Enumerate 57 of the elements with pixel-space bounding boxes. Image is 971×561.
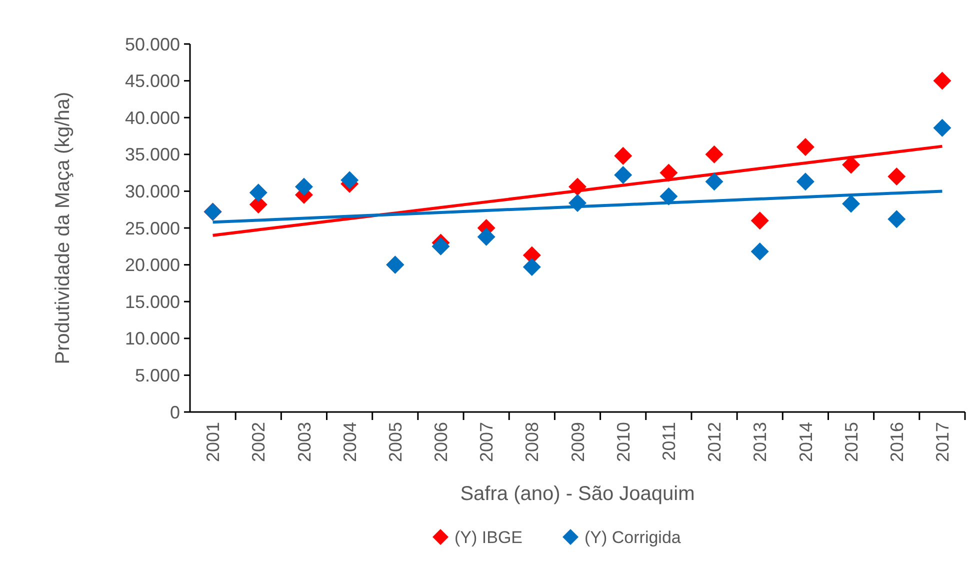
x-tick-label: 2007 [476, 422, 497, 462]
legend-label: (Y) Corrigida [584, 528, 682, 547]
point [705, 172, 724, 191]
point [614, 146, 632, 165]
point [796, 138, 814, 156]
x-tick-label: 2014 [796, 422, 816, 462]
point [477, 228, 496, 246]
x-tick-label: 2013 [750, 422, 770, 462]
x-tick-label: 2016 [886, 422, 907, 462]
y-tick-label: 10.000 [124, 328, 180, 349]
legend-label: (Y) IBGE [454, 528, 523, 547]
point [842, 156, 860, 174]
point [660, 164, 678, 182]
x-axis-title: Safra (ano) - São Joaquim [460, 483, 695, 505]
y-tick-label: 45.000 [124, 71, 180, 92]
x-tick-label: 2001 [203, 422, 224, 462]
point [888, 210, 906, 228]
point [568, 194, 586, 212]
x-tick-label: 2003 [294, 422, 314, 462]
y-tick-label: 30.000 [124, 182, 180, 202]
y-axis-title: Produtividade da Maça (kg/ha) [52, 92, 74, 364]
y-tick-label: 5.000 [134, 366, 180, 386]
x-tick-label: 2008 [522, 422, 542, 462]
point [660, 187, 678, 206]
point [888, 167, 906, 186]
line-series [211, 144, 944, 237]
x-tick-label: 2005 [385, 422, 406, 462]
x-tick-label: 2017 [932, 422, 953, 462]
x-tick-label: 2010 [613, 422, 634, 462]
point [796, 172, 814, 191]
point [340, 171, 359, 190]
y-tick-label: 40.000 [124, 108, 180, 128]
point [614, 166, 632, 184]
point [842, 194, 860, 213]
y-tick-label: 0 [170, 402, 180, 422]
x-tick-label: 2002 [248, 422, 269, 462]
point [249, 184, 268, 202]
point [522, 258, 541, 276]
y-tick-label: 25.000 [124, 218, 180, 238]
y-tick-label: 15.000 [124, 292, 180, 312]
point [294, 178, 313, 196]
x-tick-label: 2011 [658, 422, 679, 461]
x-tick-label: 2012 [704, 422, 725, 462]
x-tick-label: 2004 [340, 422, 360, 462]
point [705, 145, 724, 164]
point [750, 242, 769, 261]
point [750, 212, 769, 230]
x-tick-label: 2009 [568, 422, 588, 462]
x-tick-label: 2015 [841, 422, 862, 462]
y-tick-label: 35.000 [124, 144, 180, 165]
y-tick-label: 20.000 [124, 255, 180, 276]
point [933, 118, 952, 137]
point [568, 178, 586, 196]
point [933, 72, 952, 90]
x-tick-label: 2006 [431, 422, 452, 462]
point [432, 237, 450, 256]
y-tick-label: 50.000 [124, 34, 180, 54]
